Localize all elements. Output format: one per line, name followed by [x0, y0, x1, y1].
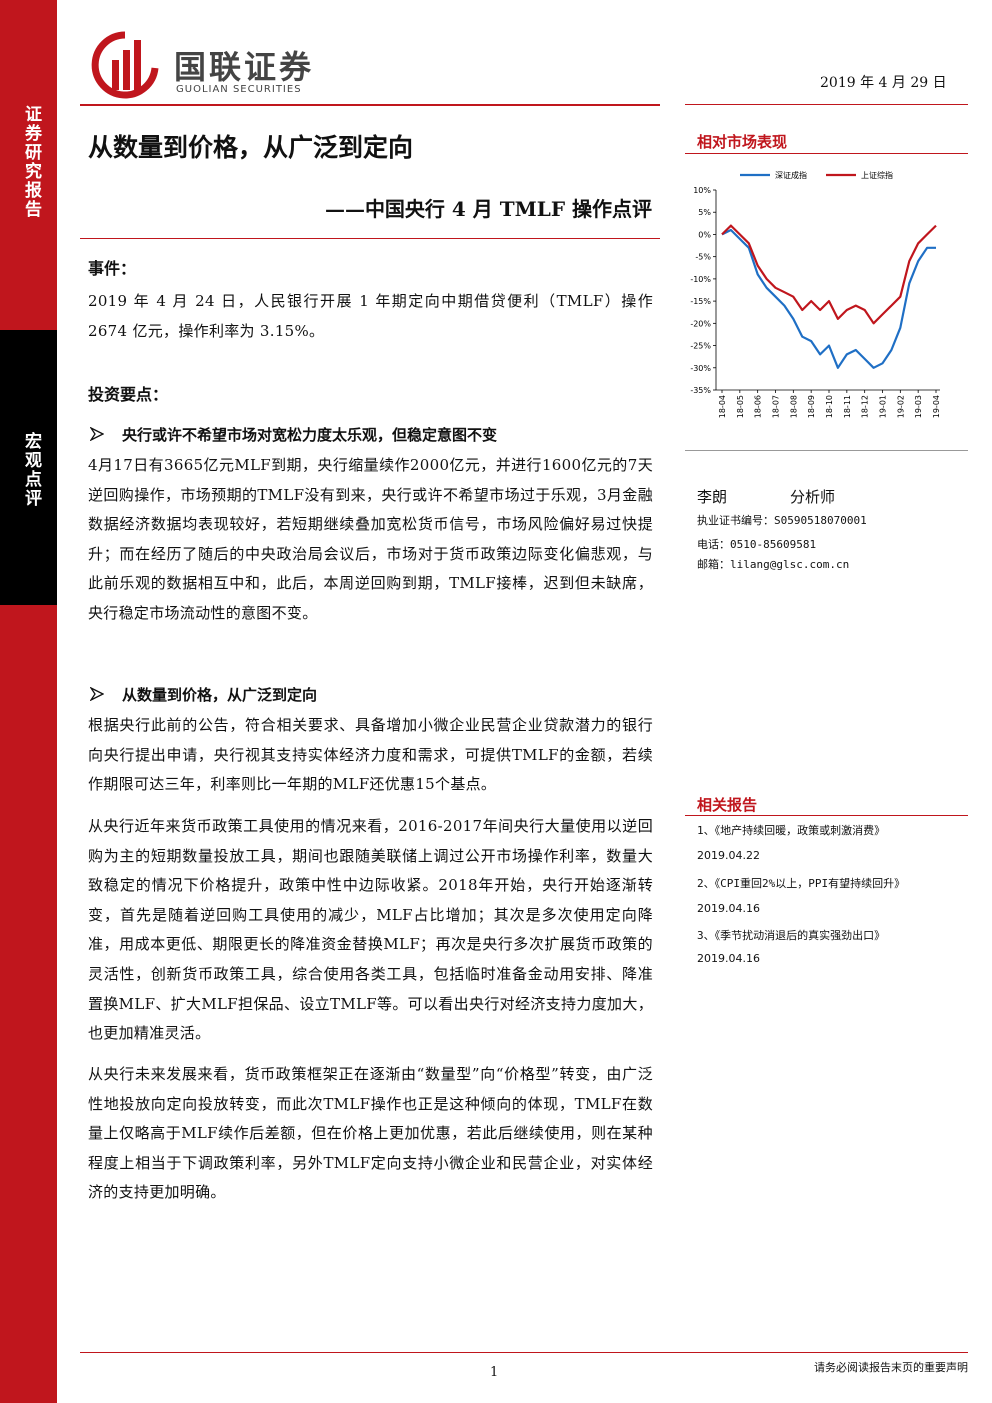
bullet-heading: 央行或许不希望市场对宽松力度太乐观，但稳定意图不变 [122, 426, 498, 444]
logo-subtext: GUOLIAN SECURITIES [176, 84, 302, 95]
y-tick-label: 10% [693, 186, 711, 195]
y-tick-label: 0% [698, 230, 711, 239]
x-tick-label: 18-06 [754, 395, 763, 418]
x-tick-label: 18-11 [843, 395, 852, 418]
x-tick-label: 19-03 [914, 395, 923, 418]
section-heading: 事件： [88, 259, 137, 278]
x-tick-label: 18-12 [861, 395, 870, 418]
rule [80, 238, 660, 239]
rule [685, 815, 968, 816]
x-tick-label: 19-02 [896, 395, 905, 418]
subtitle: ——中国央行 4 月 TMLF 操作点评 [324, 197, 652, 221]
y-tick-label: 5% [698, 208, 711, 217]
disclaimer: 请务必阅读报告末页的重要声明 [814, 1361, 968, 1374]
analyst-license: 执业证书编号：S0590518070001 [697, 514, 867, 527]
series-line [721, 228, 936, 369]
sidebar-label: 证券研究报告 [21, 105, 41, 219]
sidebar-label: 宏观点评 [21, 432, 41, 508]
report-title: 1、《地产持续回暖，政策或刺激消费》 [697, 824, 886, 837]
logo-mark [91, 31, 159, 99]
analyst-phone: 电话：0510-85609581 [697, 538, 817, 551]
report-date: 2019.04.16 [697, 902, 760, 915]
rule [685, 450, 968, 451]
y-tick-label: -15% [690, 297, 711, 306]
section-heading: 相关报告 [697, 796, 758, 814]
chart: 10% 5% 0% -5% -10% -15% -20% -25% -30% -35% 18-04 1… [690, 170, 941, 418]
y-tick-label: -25% [690, 342, 711, 351]
rule [80, 1352, 968, 1353]
report-title: 3、《季节扰动消退后的真实强劲出口》 [697, 929, 886, 942]
rule [80, 104, 660, 106]
bullet-heading: 从数量到价格，从广泛到定向 [122, 686, 318, 704]
paragraph: 2019 年 4 月 24 日，人民银行开展 1 年期定向中期借贷便利（TMLF… [88, 292, 653, 340]
x-tick-label: 18-09 [807, 395, 816, 418]
paragraph: 根据央行此前的公告，符合相关要求、具备增加小微企业民营企业贷款潜力的银行向央行提… [88, 716, 653, 794]
report-title: 2、《CPI重回2%以上，PPI有望持续回升》 [697, 877, 906, 890]
analyst-name: 李朗 [697, 488, 728, 506]
analyst-role: 分析师 [790, 488, 836, 506]
logo-text: 国联证券 [174, 48, 315, 86]
chart-title: 相对市场表现 [697, 133, 788, 151]
y-tick-label: -20% [690, 319, 711, 328]
paragraph: 4月17日有3665亿元MLF到期，央行缩量续作2000亿元，并进行1600亿元… [88, 456, 653, 622]
section-heading: 投资要点： [88, 385, 169, 404]
y-tick-label: -5% [695, 253, 711, 262]
bullet-icon [90, 427, 104, 441]
analyst-email: 邮箱：lilang@glsc.com.cn [697, 558, 850, 571]
paragraph: 从央行近年来货币政策工具使用的情况来看，2016-2017年间央行大量使用以逆回… [88, 817, 653, 1043]
x-tick-label: 18-05 [736, 395, 745, 418]
y-tick-label: -10% [690, 275, 711, 284]
x-tick-label: 18-10 [825, 395, 834, 418]
date: 2019 年 4 月 29 日 [820, 75, 947, 91]
x-tick-label: 18-04 [718, 395, 727, 418]
x-tick-label: 19-01 [879, 395, 888, 418]
y-tick-label: -30% [690, 364, 711, 373]
series-line [721, 224, 937, 325]
sidebar-black [0, 330, 57, 605]
report-date: 2019.04.22 [697, 849, 760, 862]
x-tick-label: 18-07 [772, 395, 781, 418]
rule [685, 153, 968, 154]
title: 从数量到价格，从广泛到定向 [88, 133, 414, 162]
x-tick-label: 19-04 [932, 395, 941, 418]
report-date: 2019.04.16 [697, 952, 760, 965]
y-tick-label: -35% [690, 386, 711, 395]
page-number: 1 [490, 1365, 499, 1380]
rule [685, 104, 968, 105]
legend-label: 深证成指 [775, 170, 807, 180]
sidebar [0, 0, 57, 1403]
legend-label: 上证综指 [861, 170, 893, 180]
bullet-icon [90, 687, 104, 701]
x-tick-label: 18-08 [789, 395, 798, 418]
paragraph: 从央行未来发展来看，货币政策框架正在逐渐由“数量型”向“价格型”转变，由广泛性地… [88, 1065, 653, 1202]
